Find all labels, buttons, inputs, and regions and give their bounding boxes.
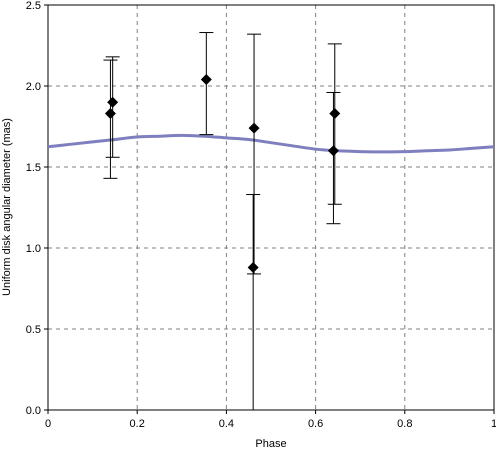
y-tick-label-4: 2.0 [26, 81, 41, 93]
plot-frame [47, 4, 495, 411]
x-ticks: 0 0.2 0.4 0.6 0.8 1 [45, 410, 496, 430]
x-tick-label-5: 1 [491, 418, 496, 430]
data-point-5 [327, 145, 339, 157]
x-tick-label-3: 0.6 [308, 418, 323, 430]
data-markers [104, 74, 341, 273]
model-curve-group [47, 133, 495, 154]
data-point-6 [329, 108, 341, 120]
y-tick-label-1: 0.5 [26, 324, 41, 336]
grid-lines [48, 5, 494, 410]
y-tick-label-3: 1.5 [26, 162, 41, 174]
data-point-3 [248, 122, 260, 134]
data-point-2 [200, 74, 212, 86]
y-axis-title: Uniform disk angular diameter (mas) [1, 118, 13, 296]
error-bars [103, 32, 342, 411]
x-tick-label-1: 0.2 [130, 418, 145, 430]
x-tick-label-4: 0.8 [397, 418, 412, 430]
data-point-4 [247, 261, 259, 273]
y-tick-label-5: 2.5 [26, 0, 41, 12]
y-tick-label-2: 1.0 [26, 243, 41, 255]
data-point-0 [104, 108, 116, 120]
data-point-1 [107, 96, 119, 108]
model-curve [47, 133, 495, 154]
x-tick-label-0: 0 [45, 418, 51, 430]
y-tick-label-0: 0.0 [26, 405, 41, 417]
x-tick-label-2: 0.4 [219, 418, 234, 430]
x-axis-title: Phase [255, 438, 286, 450]
y-ticks: 0.0 0.5 1.0 1.5 2.0 2.5 [26, 0, 48, 417]
